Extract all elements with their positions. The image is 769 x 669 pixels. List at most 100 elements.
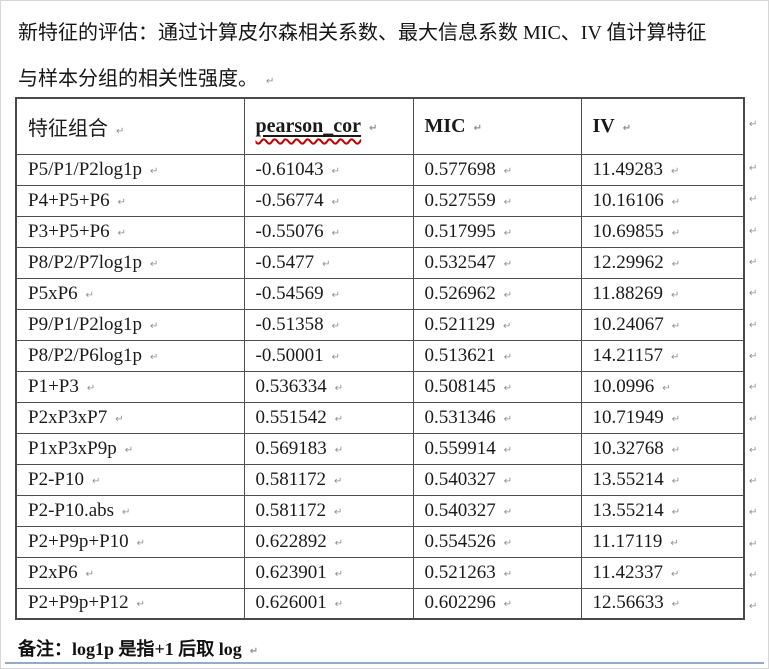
end-of-cell-mark: ↵ [503,537,513,549]
table-cell: 0.569183 ↵ [243,432,414,465]
paragraph-mark-icon: ↵ [249,646,259,657]
table-cell: -0.61043 ↵ [243,153,414,186]
table-cell: -0.55076 ↵ [243,215,414,248]
end-of-cell-mark: ↵ [122,506,131,518]
table-header-row: 特征组合 ↵ pearson_cor ↵ MIC ↵ IV ↵ [15,97,745,155]
table-cell: P3+P5+P6 ↵ [15,215,245,248]
table-cell: 13.55214 ↵ [580,494,745,527]
end-of-cell-mark: ↵ [136,537,146,549]
row-end-mark-slot: ↵ [749,561,765,592]
table-cell: 13.55214 ↵ [580,463,745,496]
spellcheck-underline: pearson_cor [255,114,362,137]
table-cell: P5/P1/P2log1p ↵ [15,153,245,186]
table-cell: 0.559914 ↵ [412,432,582,465]
table-cell: P9/P1/P2log1p ↵ [15,308,245,341]
row-end-mark-slot: ↵ [749,154,765,185]
row-end-mark-slot: ↵ [749,373,765,404]
end-of-cell-mark: ↵ [503,320,512,332]
end-of-cell-mark: ↵ [671,258,681,270]
end-of-cell-mark: ↵ [662,382,671,394]
end-of-cell-mark: ↵ [150,258,159,270]
end-of-cell-mark: ↵ [91,475,101,487]
end-of-cell-mark: ↵ [334,413,344,425]
table-cell: 10.32768 ↵ [580,432,745,465]
table-cell: 0.527559 ↵ [412,184,582,217]
table-row: P5/P1/P2log1p ↵ -0.61043 ↵ 0.577698 ↵ 11.49283… [15,153,745,186]
table-cell: P2-P10 ↵ [15,463,245,496]
row-end-mark-slot: ↵ [749,185,765,216]
intro-line-2: 与样本分组的相关性强度。 ↵ [18,56,758,106]
end-of-cell-mark: ↵ [150,320,159,332]
table-cell: 0.513621 ↵ [412,339,582,372]
table-cell: 11.17119 ↵ [580,525,745,558]
end-of-cell-mark: ↵ [503,196,513,208]
table-cell: P2+P9p+P10 ↵ [15,525,245,558]
table-cell: 0.554526 ↵ [412,525,582,558]
table-cell: -0.5477 ↵ [243,246,414,279]
end-of-row-mark: ↵ [749,476,758,488]
table-row: P1+P3 ↵ 0.536334 ↵ 0.508145 ↵ 10.0996 ↵ [15,370,745,403]
table-row: P2+P9p+P10 ↵ 0.622892 ↵ 0.554526 ↵ 11.17119 ↵ [15,525,745,558]
end-of-cell-mark: ↵ [331,227,340,239]
intro-line-2-text: 与样本分组的相关性强度。 [18,68,258,90]
row-end-mark-slot: ↵ [749,436,765,467]
end-of-row-mark: ↵ [749,319,758,331]
table-cell: P4+P5+P6 ↵ [15,184,245,217]
end-of-row-mark: ↵ [749,538,758,550]
end-of-cell-mark: ↵ [150,351,159,363]
table-cell: 0.626001 ↵ [243,587,414,620]
end-of-cell-mark: ↵ [85,568,95,580]
row-end-marks: ↵ ↵ ↵ ↵ ↵ ↵ ↵ ↵ ↵ ↵ ↵ ↵ ↵ ↵ ↵ ↵ [749,97,765,623]
table-cell: 10.24067 ↵ [580,308,745,341]
table-cell: 0.581172 ↵ [243,494,414,527]
table-cell: -0.54569 ↵ [243,277,414,310]
table-cell: 0.521263 ↵ [412,556,582,589]
table-cell: 0.623901 ↵ [243,556,414,589]
table-cell: 10.69855 ↵ [580,215,745,248]
end-of-row-mark: ↵ [749,570,758,581]
end-of-cell-mark: ↵ [670,537,679,549]
table-cell: 0.540327 ↵ [412,494,582,527]
table-cell: 14.21157 ↵ [580,339,745,372]
table-cell: 10.71949 ↵ [580,401,745,434]
feature-evaluation-table: 特征组合 ↵ pearson_cor ↵ MIC ↵ IV ↵ P5/P1/P2log1… [15,97,745,620]
end-of-cell-mark: ↵ [503,258,513,270]
table-cell: 10.0996 ↵ [580,370,745,403]
table-cell: P2+P9p+P12 ↵ [15,587,245,620]
table-cell: 12.29962 ↵ [580,246,745,279]
table-cell: 0.551542 ↵ [243,401,414,434]
end-of-row-mark: ↵ [749,194,758,206]
end-of-cell-mark: ↵ [503,165,513,177]
paragraph-mark-icon: ↵ [266,76,275,87]
row-end-mark-slot: ↵ [749,310,765,341]
table-cell: 0.526962 ↵ [412,277,582,310]
end-of-cell-mark: ↵ [334,537,344,549]
bottom-divider [5,662,764,664]
table-cell: 10.16106 ↵ [580,184,745,217]
end-of-row-mark: ↵ [749,444,758,456]
end-of-cell-mark: ↵ [331,289,340,301]
table-cell: 0.508145 ↵ [412,370,582,403]
table-cell: 0.517995 ↵ [412,215,582,248]
table-cell: 0.540327 ↵ [412,463,582,496]
table-cell: 11.42337 ↵ [580,556,745,589]
end-of-cell-mark: ↵ [671,165,680,177]
end-of-cell-mark: ↵ [671,568,680,580]
end-of-cell-mark: ↵ [503,351,513,363]
table-cell: 0.536334 ↵ [243,370,414,403]
table-cell: 11.49283 ↵ [580,153,745,186]
end-of-cell-mark: ↵ [150,165,159,177]
table-cell: -0.50001 ↵ [243,339,414,372]
end-of-cell-mark: ↵ [671,444,681,456]
table-row: P2+P9p+P12 ↵ 0.626001 ↵ 0.602296 ↵ 12.56633 ↵ [15,587,745,620]
table-cell: -0.51358 ↵ [243,308,414,341]
row-end-mark-slot: ↵ [749,342,765,373]
end-of-cell-mark: ↵ [503,413,513,425]
end-of-cell-mark: ↵ [503,289,513,301]
table-cell: 12.56633 ↵ [580,587,745,620]
table-cell: P2-P10.abs ↵ [15,494,245,527]
end-of-cell-mark: ↵ [671,475,681,487]
end-of-cell-mark: ↵ [334,599,344,611]
table-cell: 0.531346 ↵ [412,401,582,434]
end-of-cell-mark: ↵ [671,227,681,239]
